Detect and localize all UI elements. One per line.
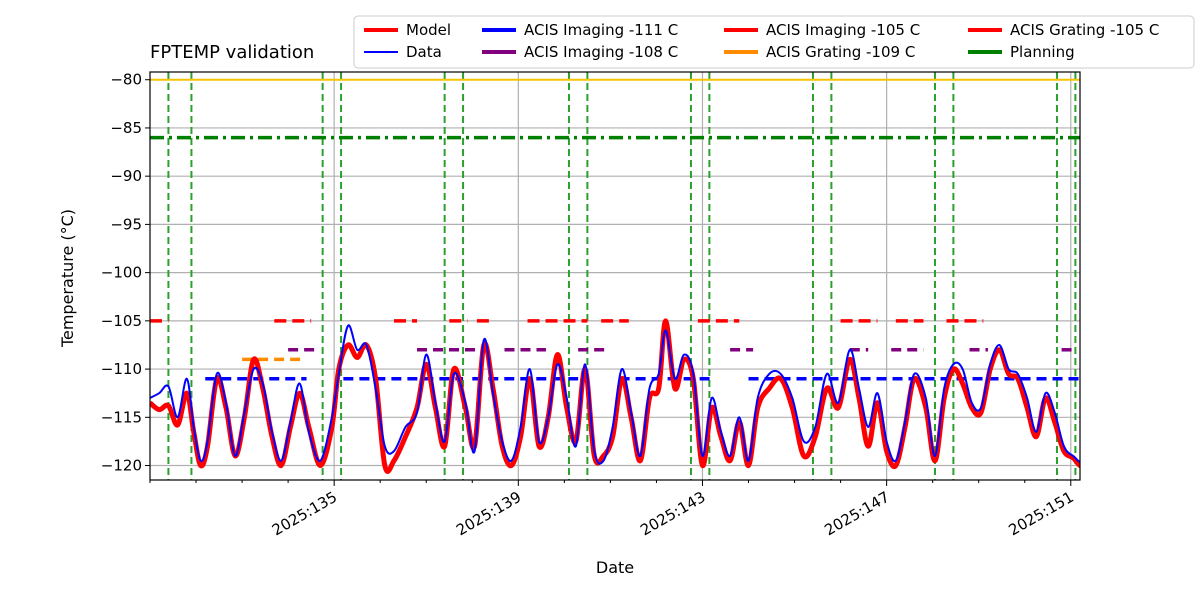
y-tick-label: −90: [110, 167, 142, 185]
series-model: [150, 318, 1080, 474]
y-axis-label: Temperature (°C): [58, 209, 77, 348]
x-tick-label: 2025:147: [821, 488, 892, 540]
x-tick-label: 2025:139: [453, 488, 524, 540]
legend-label: Data: [406, 43, 442, 61]
legend-label: ACIS Imaging -111 C: [524, 21, 678, 39]
legend-label: Planning: [1010, 43, 1075, 61]
x-axis-ticks: 2025:135 2025:139 2025:143 2025:147 2025:151: [149, 480, 1077, 540]
y-tick-label: −100: [101, 264, 142, 282]
series-data: [150, 324, 1080, 465]
legend-label: ACIS Imaging -105 C: [766, 21, 920, 39]
y-tick-label: −95: [110, 215, 142, 233]
y-axis-ticks: −80 −85 −90 −95 −100 −105 −110 −115 −120: [101, 71, 150, 475]
green-vertical-dashed-lines: [167, 72, 1077, 480]
x-tick-label: 2025:135: [269, 488, 340, 540]
x-tick-label: 2025:151: [1006, 488, 1077, 540]
legend-label: ACIS Grating -109 C: [766, 43, 915, 61]
y-tick-label: −120: [101, 457, 142, 475]
legend-label: Model: [406, 21, 451, 39]
x-tick-label: 2025:143: [637, 488, 708, 540]
y-tick-label: −115: [101, 408, 142, 426]
y-tick-label: −105: [101, 312, 142, 330]
grid-lines: [150, 72, 1080, 480]
chart-title: FPTEMP validation: [150, 42, 314, 63]
series-lines: [150, 318, 1080, 474]
x-axis-label: Date: [596, 558, 634, 577]
legend: Model Data ACIS Imaging -111 C ACIS Imaging…: [353, 15, 1195, 69]
legend-label: ACIS Imaging -108 C: [524, 43, 678, 61]
y-tick-label: −80: [110, 71, 142, 89]
plot-frame: [149, 71, 1081, 481]
state-segments: [150, 78, 1080, 381]
y-tick-label: −110: [101, 360, 142, 378]
y-tick-label: −85: [110, 119, 142, 137]
legend-label: ACIS Grating -105 C: [1010, 21, 1159, 39]
